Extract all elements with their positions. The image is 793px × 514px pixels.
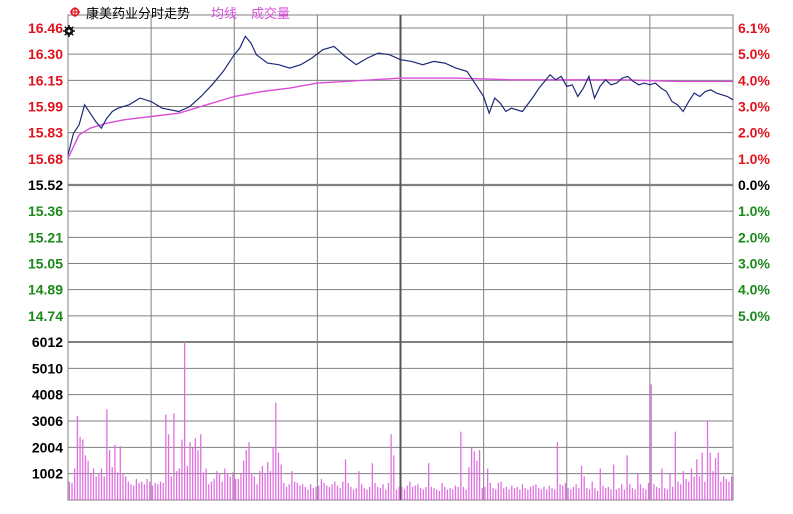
price-tick-label: 14.74 [28,308,63,324]
price-tick-label: 15.99 [28,99,63,115]
pct-tick-label: 4.0% [738,282,770,298]
pct-tick-label: 2.0% [738,229,770,245]
volume-tick-label: 3006 [32,413,63,429]
pct-tick-label: 1.0% [738,203,770,219]
volume-tick-label: 4008 [32,387,63,403]
volume-tick-label: 5010 [32,360,63,376]
volume-tick-label: 1002 [32,466,63,482]
legend-volume: 成交量 [251,6,290,21]
price-tick-label: 16.46 [28,20,63,36]
settings-gear-icon[interactable] [63,25,75,37]
pct-tick-label: 5.0% [738,308,770,324]
pct-tick-label: 1.0% [738,151,770,167]
pct-tick-label: 5.0% [738,46,770,62]
left-axis-labels: 16.46 16.30 16.15 15.99 15.83 15.68 15.52 15.36… [28,20,63,324]
pct-tick-label: 0.0% [738,177,770,193]
volume-tick-label: 2004 [32,439,63,455]
price-tick-label: 15.83 [28,125,63,141]
price-tick-label: 16.30 [28,46,63,62]
volume-axis-labels: 6012 5010 4008 3006 2004 1002 [32,334,63,482]
stock-title: 康美药业分时走势 [86,6,190,21]
avg-price-line [67,77,733,159]
legend-avg-line: 均线 [211,6,237,21]
grid-layer [67,14,734,501]
price-tick-label: 15.05 [28,256,63,272]
pct-tick-label: 3.0% [738,256,770,272]
volume-bars [68,342,733,500]
chart-header: 康美药业分时走势 均线 成交量 [63,6,290,37]
price-tick-label: 15.52 [28,177,63,193]
price-tick-label: 15.21 [28,229,63,245]
pct-tick-label: 6.1% [738,20,770,36]
volume-tick-label: 6012 [32,334,63,350]
pct-tick-label: 4.0% [738,72,770,88]
price-tick-label: 15.68 [28,151,63,167]
pct-tick-label: 2.0% [738,125,770,141]
price-tick-label: 14.89 [28,282,63,298]
pct-tick-label: 3.0% [738,99,770,115]
toggle-indicator-icon[interactable] [70,7,80,17]
right-axis-labels: 6.1% 5.0% 4.0% 3.0% 2.0% 1.0% 0.0% 1.0% 2.0% 3.0%… [738,20,770,324]
price-line [67,35,734,156]
price-tick-label: 16.15 [28,72,63,88]
price-tick-label: 15.36 [28,203,63,219]
